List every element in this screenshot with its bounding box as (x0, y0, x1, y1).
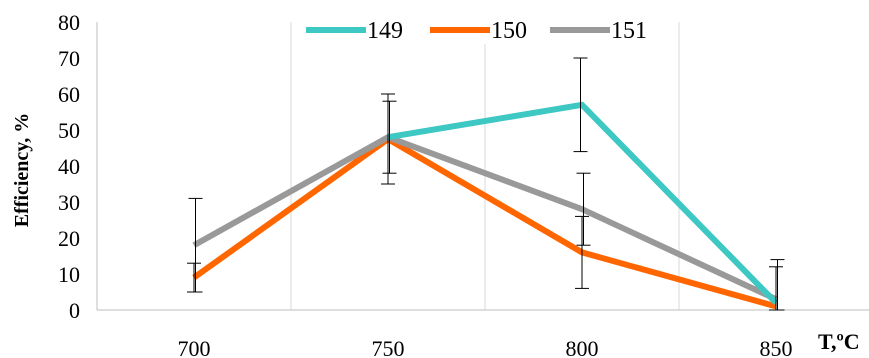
y-tick-label: 40 (58, 154, 80, 179)
legend: 149 150 151 (302, 14, 654, 44)
y-axis-title: Efficiency, % (11, 113, 33, 227)
y-tick-label: 70 (58, 46, 80, 71)
y-tick-labels: 0 10 20 30 40 50 60 70 80 (58, 10, 80, 323)
series-line-149 (387, 101, 779, 305)
series-layer (192, 101, 779, 310)
series-line-150 (192, 136, 777, 310)
y-tick-label: 10 (58, 262, 80, 287)
x-tick-label: 800 (566, 336, 599, 358)
x-tick-labels: 700 750 800 850 (178, 336, 793, 358)
x-tick-label: 850 (760, 336, 793, 358)
y-tick-label: 20 (58, 226, 80, 251)
legend-label-149: 149 (367, 18, 403, 44)
y-tick-label: 60 (58, 82, 80, 107)
error-bars (187, 57, 785, 311)
y-tick-label: 0 (69, 298, 80, 323)
x-tick-label: 700 (178, 336, 211, 358)
y-tick-label: 80 (58, 10, 80, 35)
y-tick-label: 30 (58, 190, 80, 215)
x-tick-label: 750 (372, 336, 405, 358)
legend-label-150: 150 (491, 18, 527, 44)
axes (96, 22, 869, 311)
grid-lines (290, 22, 680, 310)
legend-label-151: 151 (611, 18, 647, 44)
series-line-151 (192, 134, 778, 302)
x-axis-title: T,ºC (818, 329, 860, 354)
y-tick-label: 50 (58, 118, 80, 143)
